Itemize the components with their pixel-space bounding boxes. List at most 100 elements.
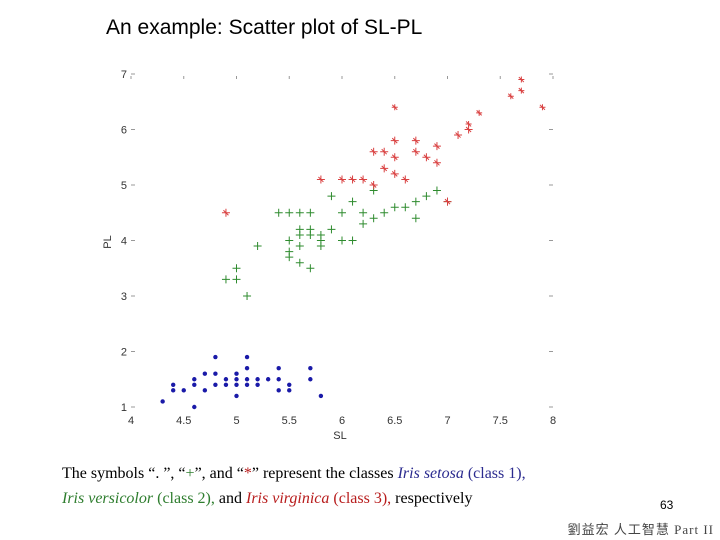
virginica-point (348, 175, 357, 184)
setosa-point (265, 377, 271, 382)
versicolor-point (327, 225, 336, 234)
caption-star-symbol: * (243, 465, 252, 482)
versicolor-point (232, 264, 241, 273)
y-axis-label: PL (102, 235, 114, 248)
setosa-point (192, 404, 197, 410)
y-tick-label: 6 (121, 125, 127, 137)
caption-versicolor: Iris versicolor (62, 490, 154, 507)
virginica-point (338, 175, 346, 184)
versicolor-point (411, 214, 420, 223)
versicolor-point (285, 208, 294, 217)
x-tick-label: 5.5 (282, 415, 297, 427)
virginica-point (411, 136, 420, 145)
setosa-point (234, 377, 239, 382)
setosa-point (213, 382, 218, 387)
setosa-point (223, 382, 229, 387)
versicolor-point (411, 197, 420, 206)
x-axis-label: SL (333, 430, 346, 442)
versicolor-point (306, 230, 315, 239)
virginica-point (390, 169, 399, 178)
x-tick-label: 4 (128, 415, 134, 427)
virginica-point (518, 76, 525, 83)
virginica-point (380, 164, 389, 173)
virginica-point (369, 147, 378, 156)
caption-respectively: respectively (391, 490, 473, 507)
versicolor-point (232, 275, 241, 284)
virginica-point (454, 131, 463, 140)
setosa-point (192, 377, 197, 382)
versicolor-point (295, 242, 304, 251)
y-tick-label: 2 (121, 347, 127, 359)
caption-class3: (class 3), (329, 490, 392, 507)
virginica-point (465, 120, 472, 127)
scatter-plot: 4 4.5 5 5.5 6 6.5 7 7.5 8 1 2 3 4 5 6 7 SL PL (102, 69, 556, 442)
virginica-point (359, 175, 368, 184)
page-number: 63 (660, 498, 674, 512)
setosa-point (276, 388, 281, 393)
virginica-point (539, 104, 546, 111)
y-tick-label: 1 (121, 402, 127, 414)
versicolor-point (338, 208, 346, 217)
versicolor-point (295, 258, 304, 267)
x-tick-label: 4.5 (176, 415, 191, 427)
setosa-point (202, 371, 208, 376)
versicolor-point (221, 275, 230, 284)
setosa-point (171, 388, 176, 393)
setosa-point (181, 388, 186, 393)
setosa-point (255, 382, 260, 387)
virginica-point (401, 175, 410, 184)
versicolor-point (285, 253, 294, 262)
x-tick-label: 6 (339, 415, 345, 427)
versicolor-point (295, 208, 304, 217)
caption-setosa: Iris setosa (397, 465, 464, 482)
versicolor-point (390, 203, 399, 212)
virginica-point (518, 87, 525, 94)
setosa-point (287, 382, 292, 387)
caption-class1: (class 1), (463, 465, 526, 482)
setosa-point (171, 382, 176, 387)
setosa-point (276, 377, 281, 382)
virginica-point (316, 175, 325, 184)
virginica-point (369, 181, 378, 189)
virginica-point (221, 208, 230, 217)
setosa-point (234, 371, 239, 376)
caption-virginica: Iris virginica (245, 490, 330, 507)
virginica-point (390, 153, 399, 162)
caption: The symbols “. ”, “+”, and “*” represent… (62, 461, 662, 511)
setosa-point (192, 382, 197, 387)
setosa-point (223, 377, 229, 382)
y-tick-label: 7 (121, 69, 127, 81)
caption-text-2: ”, and “ (194, 465, 244, 482)
setosa-point (213, 371, 218, 376)
x-tick-label: 6.5 (387, 415, 402, 427)
setosa-point (234, 393, 239, 399)
virginica-point (432, 142, 441, 151)
versicolor-point (432, 186, 441, 195)
versicolor-point (380, 208, 389, 217)
versicolor-point (285, 236, 294, 245)
versicolor-point (422, 192, 431, 201)
setosa-point (244, 354, 250, 360)
setosa-point (287, 388, 292, 393)
versicolor-point (295, 230, 304, 239)
x-tick-label: 8 (550, 415, 556, 427)
versicolor-point (348, 236, 357, 245)
setosa-point (276, 365, 281, 371)
caption-text-3: ” represent the classes (251, 465, 398, 482)
y-tick-label: 5 (121, 180, 127, 192)
virginica-point (411, 147, 420, 156)
versicolor-point (306, 264, 315, 273)
setosa-point (244, 382, 250, 387)
versicolor-point (348, 197, 357, 206)
versicolor-point (369, 214, 378, 223)
virginica-point (422, 153, 431, 162)
setosa-point (234, 382, 239, 387)
virginica-point (380, 147, 389, 156)
setosa-point (308, 377, 313, 382)
caption-plus-symbol: + (185, 465, 195, 482)
axis-ticks: 4 4.5 5 5.5 6 6.5 7 7.5 8 1 2 3 4 5 6 7 (121, 69, 556, 427)
setosa-point (160, 399, 165, 404)
setosa-point (255, 377, 260, 382)
caption-and: and (214, 490, 246, 507)
setosa-point (244, 377, 250, 382)
